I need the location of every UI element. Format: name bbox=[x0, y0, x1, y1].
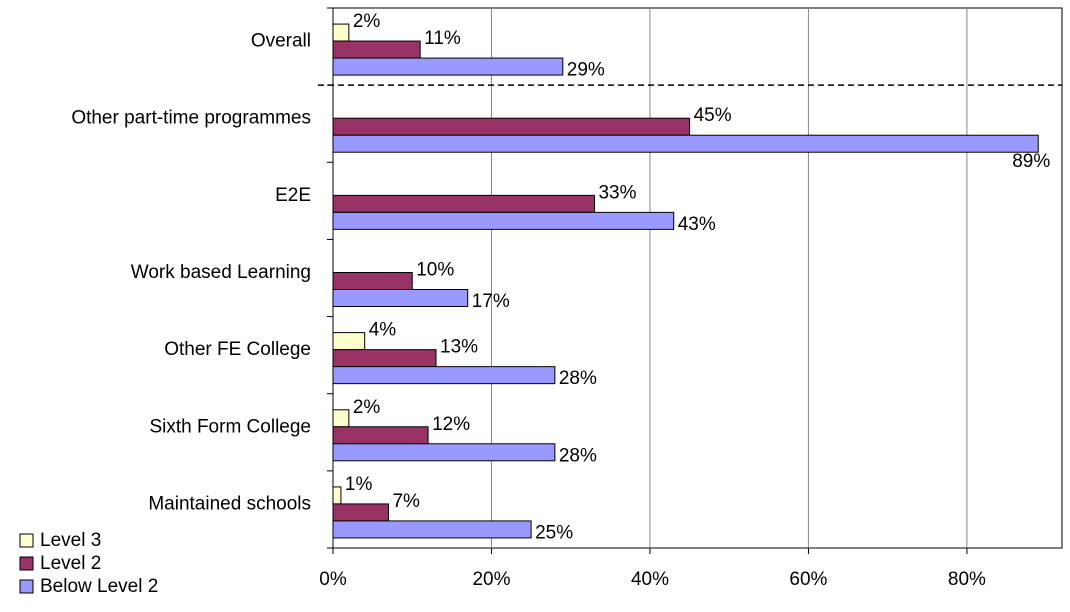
data-label: 25% bbox=[535, 522, 573, 543]
legend-swatch bbox=[19, 533, 34, 548]
legend-swatch bbox=[19, 579, 34, 594]
bar bbox=[332, 366, 556, 385]
data-label: 13% bbox=[440, 337, 478, 358]
bar bbox=[332, 409, 350, 428]
legend-swatch bbox=[19, 556, 34, 571]
data-label: 7% bbox=[392, 491, 420, 512]
data-label: 1% bbox=[345, 474, 373, 495]
bar bbox=[332, 194, 595, 213]
y-tick-label: Work based Learning bbox=[131, 262, 311, 283]
x-tick-label: 60% bbox=[789, 569, 827, 590]
legend-label: Below Level 2 bbox=[40, 576, 158, 597]
y-tick-label: Maintained schools bbox=[148, 493, 311, 514]
bar bbox=[332, 57, 564, 76]
bar bbox=[332, 211, 675, 230]
data-label: 17% bbox=[472, 291, 510, 312]
bar bbox=[332, 289, 469, 307]
data-label: 89% bbox=[1012, 151, 1050, 172]
data-label: 10% bbox=[416, 260, 454, 281]
x-tick-label: 0% bbox=[319, 569, 347, 590]
data-label: 29% bbox=[567, 60, 605, 81]
bar bbox=[332, 272, 413, 290]
bar bbox=[332, 426, 429, 445]
data-label: 2% bbox=[353, 397, 381, 418]
data-label: 4% bbox=[369, 320, 397, 341]
y-tick-label: Overall bbox=[251, 31, 311, 52]
bar bbox=[332, 503, 389, 522]
bar bbox=[332, 23, 350, 42]
y-tick-label: Other FE College bbox=[164, 339, 311, 360]
data-label: 2% bbox=[353, 11, 381, 32]
data-label: 28% bbox=[559, 445, 597, 466]
data-label: 11% bbox=[424, 28, 461, 49]
bar bbox=[332, 332, 366, 351]
y-tick-label: Other part-time programmes bbox=[71, 108, 311, 129]
data-label: 43% bbox=[678, 214, 716, 235]
data-label: 28% bbox=[559, 368, 597, 389]
bar bbox=[332, 349, 437, 368]
bar bbox=[332, 520, 532, 539]
legend-label: Level 2 bbox=[40, 553, 101, 574]
data-label: 45% bbox=[694, 105, 732, 126]
y-tick-label: Sixth Form College bbox=[149, 416, 311, 437]
data-label: 33% bbox=[598, 182, 636, 203]
legend-label: Level 3 bbox=[40, 530, 101, 551]
bar bbox=[332, 486, 342, 505]
y-tick-label: E2E bbox=[275, 185, 311, 206]
bar bbox=[332, 134, 1039, 153]
bar bbox=[332, 443, 556, 462]
x-tick-label: 40% bbox=[631, 569, 669, 590]
data-label: 12% bbox=[432, 414, 470, 435]
bar bbox=[332, 40, 421, 59]
bar bbox=[332, 117, 691, 136]
x-tick-label: 20% bbox=[472, 569, 510, 590]
x-tick-label: 80% bbox=[948, 569, 986, 590]
